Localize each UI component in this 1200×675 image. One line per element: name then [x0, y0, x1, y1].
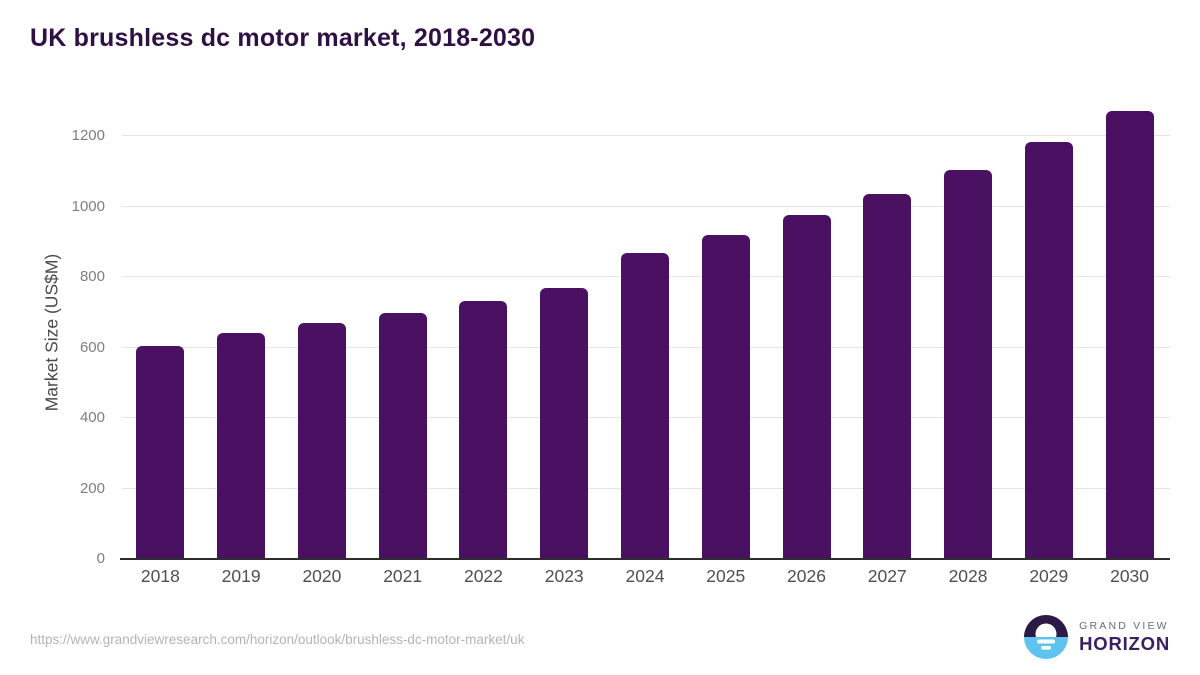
bar-2018	[136, 346, 185, 559]
x-tick-label-2030: 2030	[1110, 566, 1150, 586]
source-url: https://www.grandviewresearch.com/horizo…	[30, 632, 525, 647]
x-tick-label-2027: 2027	[867, 566, 907, 586]
bar-2021	[378, 312, 427, 559]
bar-2022	[459, 301, 508, 559]
y-tick-label-400: 400	[79, 409, 105, 426]
x-tick-label-2025: 2025	[706, 566, 746, 586]
x-axis-tick-labels: 2018 2019 2020 2021 2022 2023 2024 2025 2026 2027…	[120, 566, 1170, 587]
x-tick-label-2021: 2021	[383, 566, 423, 586]
y-tick-label-200: 200	[79, 479, 105, 497]
x-tick-label-2018: 2018	[140, 566, 180, 586]
gridline-1000	[122, 205, 1170, 207]
bar-2019	[217, 333, 266, 559]
y-tick-label-800: 800	[79, 268, 105, 285]
x-tick-label-2024: 2024	[625, 566, 665, 586]
logo-wordmark-top: GRAND VIEW	[1079, 619, 1169, 632]
plot-area	[120, 0, 1170, 560]
x-tick-label-2022: 2022	[463, 566, 503, 586]
x-tick-label-2023: 2023	[544, 566, 584, 586]
y-axis-tick-labels: 0 200 400 600 800 1000 1200	[0, 0, 105, 567]
x-axis-line	[120, 558, 1170, 560]
y-tick-label-600: 600	[79, 338, 105, 356]
chart-title: UK brushless dc motor market, 2018-2030	[30, 24, 536, 52]
bar-2020	[297, 323, 346, 559]
logo-wordmark-bottom: HORIZON	[1079, 632, 1170, 654]
x-tick-label-2019: 2019	[221, 566, 261, 586]
x-tick-label-2029: 2029	[1029, 566, 1069, 586]
bar-2027	[863, 194, 912, 559]
gridline-1200	[122, 135, 1170, 136]
bar-series	[120, 0, 1170, 559]
y-tick-label-1000: 1000	[71, 197, 105, 215]
bar-2028	[944, 169, 993, 559]
bar-2026	[782, 214, 831, 559]
x-tick-label-2020: 2020	[302, 566, 342, 586]
bar-2024	[620, 252, 669, 559]
logo-wordmark: GRAND VIEW HORIZON	[1079, 620, 1170, 655]
horizon-sun-icon	[1024, 615, 1069, 659]
x-tick-label-2028: 2028	[948, 566, 988, 586]
x-tick-label-2026: 2026	[787, 566, 826, 586]
bar-2025	[701, 235, 750, 559]
grand-view-horizon-logo: GRAND VIEW HORIZON	[1023, 614, 1170, 660]
bar-2023	[540, 287, 589, 559]
y-tick-label-0: 0	[96, 550, 105, 567]
bar-2029	[1024, 142, 1073, 559]
bar-2030	[1105, 111, 1154, 559]
y-tick-label-1200: 1200	[71, 127, 105, 144]
